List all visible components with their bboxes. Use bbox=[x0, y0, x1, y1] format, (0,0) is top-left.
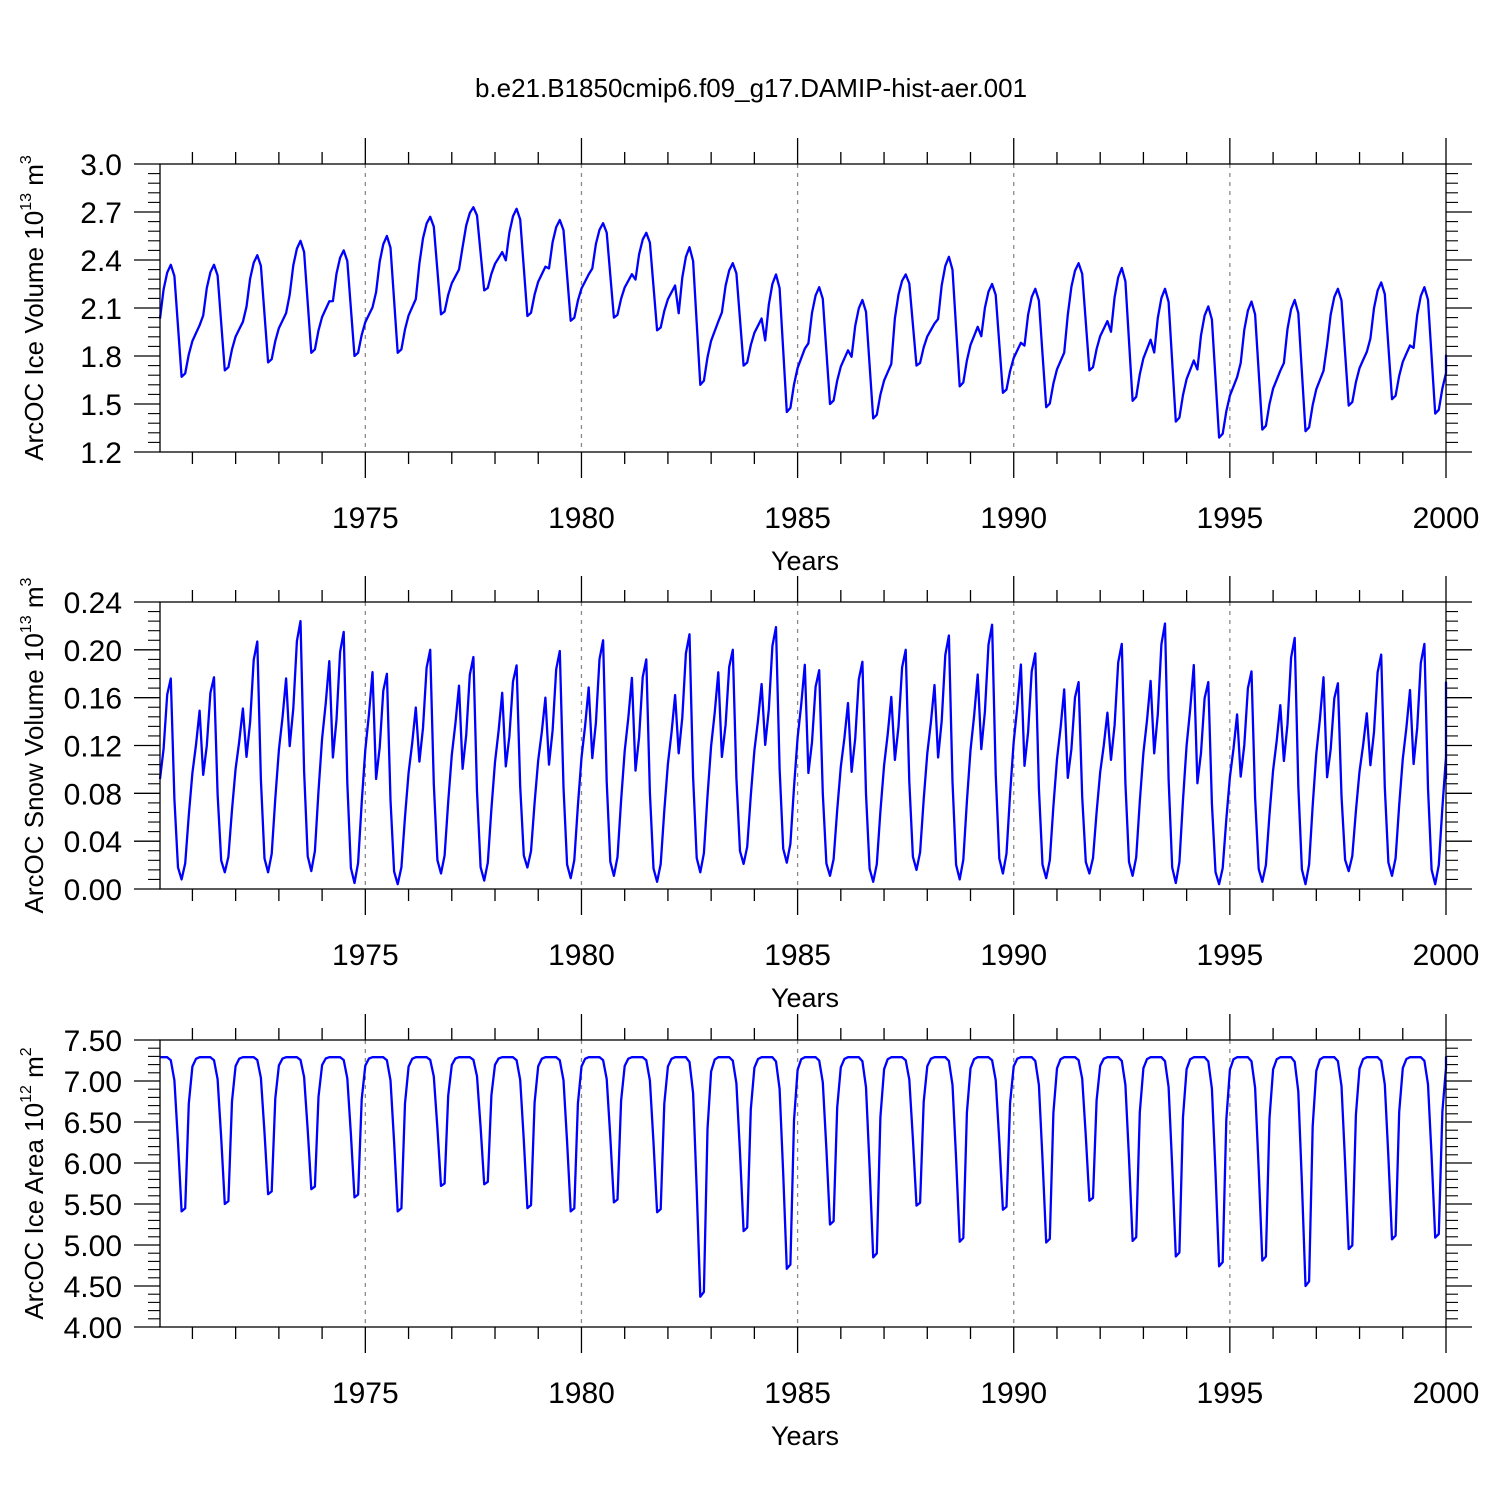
x-tick-label-1985: 1985 bbox=[764, 939, 831, 972]
plot-frame-ice-area bbox=[159, 1039, 1447, 1328]
y-tick-label-ice-area-4: 6.00 bbox=[64, 1148, 122, 1181]
y-tick-label-ice-area-1: 4.50 bbox=[64, 1271, 122, 1304]
x-tick-label-1985: 1985 bbox=[764, 502, 831, 535]
chart-title: b.e21.B1850cmip6.f09_g17.DAMIP-hist-aer.… bbox=[475, 73, 1027, 103]
x-tick-label-1980: 1980 bbox=[548, 939, 615, 972]
x-tick-label-1995: 1995 bbox=[1196, 939, 1263, 972]
y-axis-label-ice-area: ArcOC Ice Area 1012 m2 bbox=[18, 1047, 49, 1319]
x-tick-label-1975: 1975 bbox=[332, 1377, 399, 1410]
y-tick-label-ice-area-6: 7.00 bbox=[64, 1066, 122, 1099]
x-tick-label-1975: 1975 bbox=[332, 939, 399, 972]
x-tick-label-1980: 1980 bbox=[548, 1377, 615, 1410]
y-tick-label-ice-area-0: 4.00 bbox=[64, 1312, 122, 1345]
y-tick-label-ice-volume-6: 3.0 bbox=[80, 149, 122, 182]
y-axis-label-snow-volume: ArcOC Snow Volume 1013 m3 bbox=[18, 577, 49, 913]
x-tick-label-1985: 1985 bbox=[764, 1377, 831, 1410]
y-tick-label-snow-volume-5: 0.20 bbox=[64, 635, 122, 668]
y-tick-label-snow-volume-2: 0.08 bbox=[64, 778, 122, 811]
x-tick-label-2000: 2000 bbox=[1413, 1377, 1480, 1410]
x-tick-label-1975: 1975 bbox=[332, 502, 399, 535]
y-tick-label-ice-area-3: 5.50 bbox=[64, 1189, 122, 1222]
series-line-snow-volume bbox=[158, 619, 1448, 886]
y-tick-label-snow-volume-4: 0.16 bbox=[64, 683, 122, 716]
x-tick-label-1980: 1980 bbox=[548, 502, 615, 535]
x-tick-label-1995: 1995 bbox=[1196, 502, 1263, 535]
y-tick-label-snow-volume-6: 0.24 bbox=[64, 587, 122, 620]
y-tick-label-ice-area-2: 5.00 bbox=[64, 1230, 122, 1263]
y-tick-label-snow-volume-3: 0.12 bbox=[64, 731, 122, 764]
y-tick-label-ice-area-5: 6.50 bbox=[64, 1107, 122, 1140]
y-tick-label-ice-volume-1: 1.5 bbox=[80, 389, 122, 422]
y-tick-label-ice-volume-0: 1.2 bbox=[80, 437, 122, 470]
x-axis-label-ice-volume: Years bbox=[771, 546, 839, 576]
y-tick-label-ice-volume-2: 1.8 bbox=[80, 341, 122, 374]
y-tick-label-ice-volume-3: 2.1 bbox=[80, 293, 122, 326]
y-axis-label-ice-volume: ArcOC Ice Volume 1013 m3 bbox=[18, 155, 49, 461]
x-tick-label-1990: 1990 bbox=[980, 1377, 1047, 1410]
x-tick-label-2000: 2000 bbox=[1413, 502, 1480, 535]
x-tick-label-1990: 1990 bbox=[980, 502, 1047, 535]
y-tick-label-ice-volume-4: 2.4 bbox=[80, 245, 122, 278]
series-line-ice-volume bbox=[158, 206, 1448, 439]
x-axis-label-ice-area: Years bbox=[771, 1421, 839, 1451]
series-line-ice-area bbox=[160, 1056, 1448, 1298]
x-tick-label-1990: 1990 bbox=[980, 939, 1047, 972]
y-tick-label-ice-area-7: 7.50 bbox=[64, 1025, 122, 1058]
x-tick-label-2000: 2000 bbox=[1413, 939, 1480, 972]
x-tick-label-1995: 1995 bbox=[1196, 1377, 1263, 1410]
y-tick-label-ice-volume-5: 2.7 bbox=[80, 197, 122, 230]
x-axis-label-snow-volume: Years bbox=[771, 983, 839, 1013]
y-tick-label-snow-volume-0: 0.00 bbox=[64, 874, 122, 907]
y-tick-label-snow-volume-1: 0.04 bbox=[64, 826, 122, 859]
